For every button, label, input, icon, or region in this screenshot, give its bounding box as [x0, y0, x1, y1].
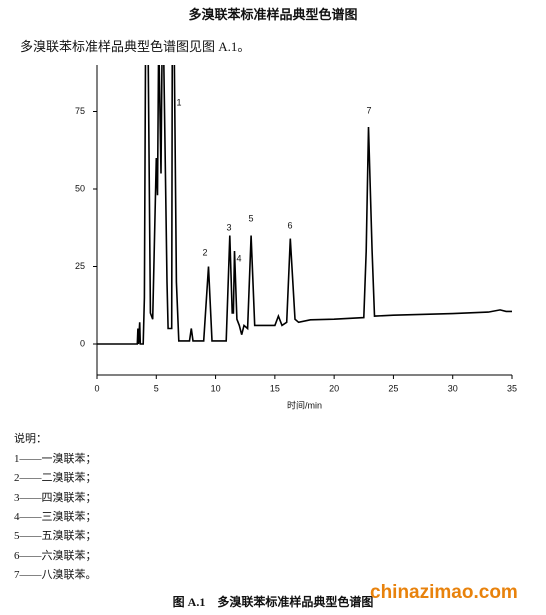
- trace: [97, 65, 512, 345]
- note-item: 6——六溴联苯；: [14, 549, 97, 562]
- x-tick-label: 0: [94, 383, 99, 393]
- caption: 图 A.1 多溴联苯标准样品典型色谱图: [172, 595, 374, 609]
- peak-label: 7: [366, 105, 371, 115]
- x-axis-label: 时间/min: [287, 399, 322, 410]
- y-tick-label: 50: [75, 183, 85, 193]
- y-tick-label: 0: [80, 338, 85, 348]
- x-tick-label: 10: [211, 383, 221, 393]
- x-tick-label: 5: [154, 383, 159, 393]
- x-tick-label: 35: [507, 383, 517, 393]
- y-tick-label: 75: [75, 106, 85, 116]
- intro: 多溴联苯标准样品典型色谱图见图 A.1。: [20, 39, 251, 54]
- note-item: 1——一溴联苯；: [14, 453, 97, 465]
- peak-label: 5: [248, 213, 253, 223]
- note-item: 2——二溴联苯；: [14, 472, 97, 485]
- peak-label: 6: [287, 220, 292, 230]
- page-title: 多溴联苯标准样品典型色谱图: [188, 7, 358, 22]
- watermark: chinazimao.com: [370, 582, 518, 603]
- y-tick-label: 25: [75, 261, 85, 271]
- peak-label: 4: [236, 253, 241, 263]
- peak-label: 2: [202, 247, 207, 257]
- x-tick-label: 20: [329, 383, 339, 393]
- x-tick-label: 25: [388, 383, 398, 393]
- x-tick-label: 30: [448, 383, 458, 393]
- peak-label: 3: [226, 222, 231, 232]
- note-item: 3——四溴联苯；: [14, 491, 97, 504]
- notes-title: 说明：: [14, 433, 47, 445]
- note-item: 7——八溴联苯。: [14, 568, 97, 581]
- note-item: 4——三溴联苯；: [14, 510, 97, 523]
- note-item: 5——五溴联苯；: [14, 530, 97, 543]
- peak-label: 1: [176, 97, 181, 107]
- chart: 0 25 50 75 0 5 10 15 20 25 30 35 时间/min 1 2 3 4 5 6 7: [75, 65, 517, 410]
- x-tick-label: 15: [270, 383, 280, 393]
